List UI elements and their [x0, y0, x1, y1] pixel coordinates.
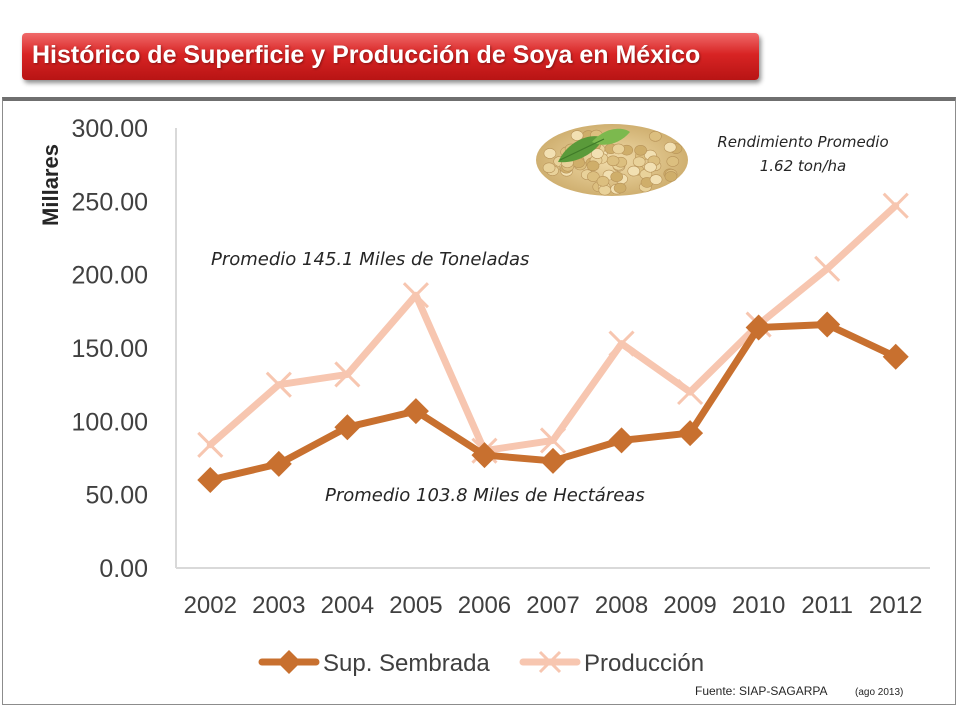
legend-x-marker [538, 650, 562, 674]
x-tick-label: 2011 [801, 592, 853, 619]
produccion-average-annotation: Promedio 145.1 Miles de Toneladas [211, 249, 529, 270]
data-point-x [402, 282, 429, 309]
rendimiento-value: 1.62 ton/ha [760, 157, 846, 175]
legend: Sup. Sembrada Producción [258, 650, 704, 677]
title-banner: Histórico de Superficie y Producción de … [22, 33, 759, 80]
page-title: Histórico de Superficie y Producción de … [32, 41, 701, 69]
soybeans-photo-icon [536, 124, 688, 196]
x-tick-label: 2003 [252, 592, 305, 619]
legend-label-sup-sembrada: Sup. Sembrada [323, 650, 490, 677]
y-axis-title: Millares [38, 144, 63, 226]
data-point-diamond [540, 447, 566, 474]
y-tick-label: 100.00 [72, 408, 148, 436]
data-point-diamond [882, 343, 909, 370]
y-tick-labels: 0.00 50.00 100.00 150.00 200.00 250.00 300.00 [72, 115, 148, 583]
source-note: Fuente: SIAP-SAGARPA (ago 2013) [695, 684, 903, 698]
chart-frame [2, 97, 956, 705]
data-point-diamond [814, 311, 841, 338]
series-sup-sembrada [197, 311, 909, 493]
data-point-diamond [402, 398, 429, 425]
data-point-x [882, 192, 909, 219]
y-tick-label: 250.00 [72, 188, 148, 216]
data-point-x [608, 330, 635, 357]
data-point-diamond [334, 414, 361, 441]
y-tick-label: 0.00 [99, 555, 148, 583]
axes [175, 128, 930, 569]
x-tick-label: 2007 [526, 592, 579, 619]
data-point-diamond [745, 314, 772, 341]
x-tick-label: 2005 [389, 592, 442, 619]
data-point-x [265, 371, 292, 398]
source-date: (ago 2013) [855, 687, 903, 698]
data-point-x [814, 255, 841, 282]
data-point-diamond [471, 442, 498, 469]
data-point-diamond [265, 450, 292, 477]
legend-label-produccion: Producción [584, 650, 704, 677]
x-tick-label: 2009 [663, 592, 716, 619]
y-axis-label: Millares [38, 144, 63, 226]
x-tick-label: 2010 [732, 592, 785, 619]
data-point-diamond [197, 467, 224, 493]
x-tick-labels: 2002 2003 2004 2005 2006 2007 2008 2009 2010 2011… [184, 592, 923, 619]
x-tick-label: 2006 [458, 592, 511, 619]
data-point-x [197, 431, 224, 458]
y-tick-label: 50.00 [85, 482, 148, 510]
data-point-diamond [677, 420, 704, 447]
superficie-average-annotation: Promedio 103.8 Miles de Hectáreas [325, 485, 645, 506]
x-tick-label: 2008 [595, 592, 648, 619]
y-tick-label: 200.00 [72, 262, 148, 290]
x-tick-label: 2002 [184, 592, 237, 619]
series-layer [197, 192, 909, 493]
data-point-x [334, 361, 361, 388]
y-tick-label: 150.00 [72, 335, 148, 363]
data-point-x [539, 427, 567, 454]
rendimiento-label: Rendimiento Promedio [717, 133, 888, 151]
x-tick-label: 2012 [869, 592, 922, 619]
legend-diamond-marker [277, 650, 301, 674]
data-point-diamond [608, 427, 635, 454]
data-point-x [677, 378, 704, 406]
y-tick-label: 300.00 [72, 115, 148, 143]
x-tick-label: 2004 [321, 592, 374, 619]
source-label: Fuente: SIAP-SAGARPA [695, 684, 828, 698]
